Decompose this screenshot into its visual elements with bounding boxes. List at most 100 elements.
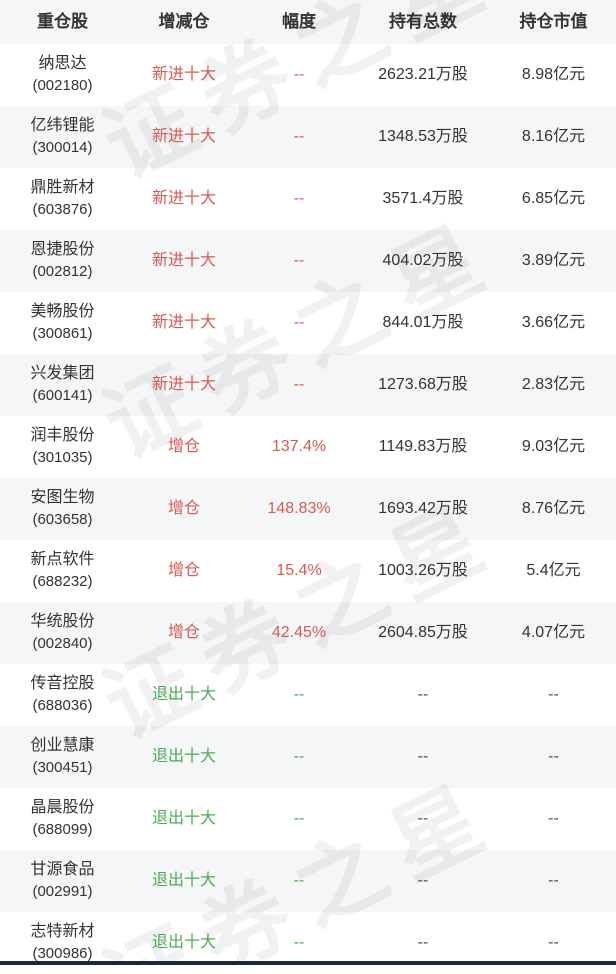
- stock-code: (603876): [32, 201, 93, 218]
- position-change-label: 增仓: [167, 624, 200, 642]
- market-value: 8.98亿元: [521, 66, 586, 84]
- shares-held: 2623.21万股: [378, 66, 468, 84]
- change-percent: --: [293, 748, 305, 766]
- table-row[interactable]: 甘源食品 (002991) 退出十大 -- -- --: [0, 850, 616, 912]
- table-header-row: 重仓股 增减仓 幅度 持有总数 持仓市值: [0, 0, 616, 44]
- table-row[interactable]: 润丰股份 (301035) 增仓 137.4% 1149.83万股 9.03亿元: [0, 416, 616, 478]
- stock-code: (688099): [32, 821, 93, 838]
- shares-held: 844.01万股: [382, 314, 464, 332]
- market-value: 8.16亿元: [521, 128, 586, 146]
- position-change-label: 退出十大: [151, 872, 216, 890]
- position-change-label: 新进十大: [151, 252, 216, 270]
- stock-name: 亿纬锂能: [30, 117, 95, 134]
- shares-held: 3571.4万股: [382, 190, 464, 208]
- stock-cell[interactable]: 润丰股份 (301035): [0, 425, 125, 469]
- table-row[interactable]: 华统股份 (002840) 增仓 42.45% 2604.85万股 4.07亿元: [0, 602, 616, 664]
- change-percent: 137.4%: [271, 438, 327, 456]
- market-value: 5.4亿元: [526, 562, 581, 580]
- stock-code: (688036): [32, 697, 93, 714]
- stock-cell[interactable]: 恩捷股份 (002812): [0, 239, 125, 283]
- stock-code: (603658): [32, 511, 93, 528]
- stock-code: (300014): [32, 139, 93, 156]
- stock-name: 美畅股份: [30, 303, 95, 320]
- table-row[interactable]: 美畅股份 (300861) 新进十大 -- 844.01万股 3.66亿元: [0, 292, 616, 354]
- stock-name: 恩捷股份: [30, 241, 95, 258]
- shares-held: 1273.68万股: [378, 376, 468, 394]
- stock-cell[interactable]: 亿纬锂能 (300014): [0, 115, 125, 159]
- stock-cell[interactable]: 晶晨股份 (688099): [0, 797, 125, 841]
- position-change-label: 退出十大: [151, 810, 216, 828]
- stock-cell[interactable]: 兴发集团 (600141): [0, 363, 125, 407]
- stock-name: 创业慧康: [30, 737, 95, 754]
- stock-code: (300861): [32, 325, 93, 342]
- position-change-label: 增仓: [167, 562, 200, 580]
- shares-held: 1693.42万股: [378, 500, 468, 518]
- table-row[interactable]: 兴发集团 (600141) 新进十大 -- 1273.68万股 2.83亿元: [0, 354, 616, 416]
- stock-code: (688232): [32, 573, 93, 590]
- position-change-label: 增仓: [167, 438, 200, 456]
- shares-held: --: [417, 748, 429, 766]
- stock-cell[interactable]: 鼎胜新材 (603876): [0, 177, 125, 221]
- table-row[interactable]: 晶晨股份 (688099) 退出十大 -- -- --: [0, 788, 616, 850]
- stock-cell[interactable]: 创业慧康 (300451): [0, 735, 125, 779]
- table-row[interactable]: 亿纬锂能 (300014) 新进十大 -- 1348.53万股 8.16亿元: [0, 106, 616, 168]
- change-percent: 148.83%: [267, 500, 331, 518]
- stock-cell[interactable]: 志特新材 (300986): [0, 921, 125, 965]
- change-percent: 15.4%: [276, 562, 322, 580]
- stock-cell[interactable]: 新点软件 (688232): [0, 549, 125, 593]
- shares-held: 404.02万股: [382, 252, 464, 270]
- stock-name: 新点软件: [30, 551, 95, 568]
- position-change-label: 新进十大: [151, 66, 216, 84]
- market-value: 3.66亿元: [521, 314, 586, 332]
- stock-name: 传音控股: [30, 675, 95, 692]
- change-percent: 42.45%: [271, 624, 327, 642]
- change-percent: --: [293, 872, 305, 890]
- shares-held: 1348.53万股: [378, 128, 468, 146]
- table-row[interactable]: 鼎胜新材 (603876) 新进十大 -- 3571.4万股 6.85亿元: [0, 168, 616, 230]
- market-value: --: [548, 686, 559, 704]
- change-percent: --: [293, 686, 305, 704]
- table-row[interactable]: 恩捷股份 (002812) 新进十大 -- 404.02万股 3.89亿元: [0, 230, 616, 292]
- stock-cell[interactable]: 安图生物 (603658): [0, 487, 125, 531]
- position-change-label: 新进十大: [151, 190, 216, 208]
- stock-cell[interactable]: 纳思达 (002180): [0, 53, 125, 97]
- position-change-label: 退出十大: [151, 934, 216, 952]
- stock-cell[interactable]: 传音控股 (688036): [0, 673, 125, 717]
- stock-code: (300986): [32, 945, 93, 962]
- table-row[interactable]: 纳思达 (002180) 新进十大 -- 2623.21万股 8.98亿元: [0, 44, 616, 106]
- stock-cell[interactable]: 美畅股份 (300861): [0, 301, 125, 345]
- change-percent: --: [293, 934, 305, 952]
- table-row[interactable]: 创业慧康 (300451) 退出十大 -- -- --: [0, 726, 616, 788]
- table-row[interactable]: 传音控股 (688036) 退出十大 -- -- --: [0, 664, 616, 726]
- header-position-change: 增减仓: [158, 11, 210, 31]
- market-value: 8.76亿元: [521, 500, 586, 518]
- stock-cell[interactable]: 华统股份 (002840): [0, 611, 125, 655]
- shares-held: 2604.85万股: [378, 624, 468, 642]
- table-row[interactable]: 新点软件 (688232) 增仓 15.4% 1003.26万股 5.4亿元: [0, 540, 616, 602]
- market-value: 3.89亿元: [521, 252, 586, 270]
- change-percent: --: [293, 810, 305, 828]
- change-percent: --: [293, 66, 305, 84]
- stock-code: (002180): [32, 77, 93, 94]
- stock-name: 兴发集团: [30, 365, 95, 382]
- stock-code: (300451): [32, 759, 93, 776]
- stock-cell[interactable]: 甘源食品 (002991): [0, 859, 125, 903]
- position-change-label: 增仓: [167, 500, 200, 518]
- change-percent: --: [293, 376, 305, 394]
- change-percent: --: [293, 128, 305, 146]
- stock-name: 安图生物: [30, 489, 95, 506]
- header-magnitude: 幅度: [282, 11, 316, 31]
- header-market-value: 持仓市值: [519, 11, 588, 31]
- position-change-label: 新进十大: [151, 128, 216, 146]
- header-total-shares: 持有总数: [389, 11, 457, 31]
- change-percent: --: [293, 252, 305, 270]
- stock-code: (600141): [32, 387, 93, 404]
- market-value: 6.85亿元: [521, 190, 586, 208]
- stock-name: 润丰股份: [30, 427, 95, 444]
- market-value: 9.03亿元: [521, 438, 586, 456]
- table-row[interactable]: 安图生物 (603658) 增仓 148.83% 1693.42万股 8.76亿…: [0, 478, 616, 540]
- market-value: 4.07亿元: [521, 624, 586, 642]
- stock-name: 甘源食品: [30, 861, 95, 878]
- stock-name: 鼎胜新材: [30, 179, 95, 196]
